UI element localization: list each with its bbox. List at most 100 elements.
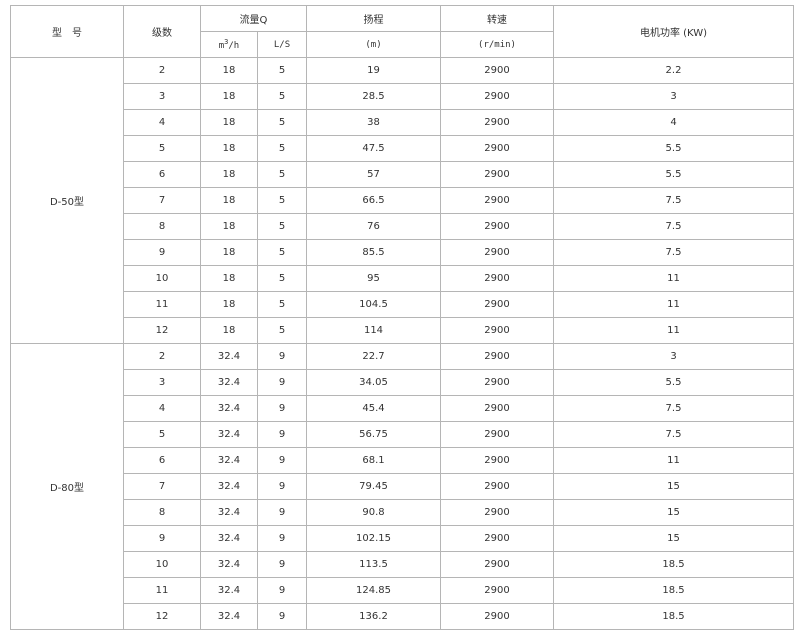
flow-ls-cell: 9 <box>257 551 307 578</box>
table-row: 3 18 5 28.5 2900 3 <box>11 83 794 110</box>
model-cell: D-50型 <box>10 57 124 344</box>
flow-m3h-cell: 32.4 <box>200 473 258 500</box>
table-row: D-80型 2 32.4 9 22.7 2900 3 <box>10 343 794 630</box>
stages-cell: 2 <box>123 57 201 84</box>
speed-cell: 2900 <box>440 447 554 474</box>
head-cell: 47.5 <box>306 135 441 162</box>
speed-cell: 2900 <box>440 603 554 630</box>
head-cell: 136.2 <box>306 603 441 630</box>
stages-cell: 10 <box>123 551 201 578</box>
flow-ls-cell: 5 <box>257 135 307 162</box>
head-cell: 102.15 <box>306 525 441 552</box>
stages-cell: 10 <box>123 265 201 292</box>
power-cell: 5.5 <box>553 161 794 188</box>
flow-m3h-cell: 18 <box>200 135 258 162</box>
table-body: D-50型 2 18 5 19 2900 2.2 3 18 5 28.5 2900 3 4 18 5 38 290… <box>10 57 794 630</box>
speed-cell: 2900 <box>440 473 554 500</box>
flow-ls-cell: 9 <box>257 421 307 448</box>
power-cell: 5.5 <box>553 369 794 396</box>
flow-m3h-cell: 18 <box>200 239 258 266</box>
flow-m3h-cell: 32.4 <box>200 603 258 630</box>
unit-exponent: 3 <box>224 38 229 46</box>
flow-ls-cell: 5 <box>257 291 307 318</box>
head-cell: 38 <box>306 109 441 136</box>
flow-ls-cell: 5 <box>257 187 307 214</box>
head-cell: 76 <box>306 213 441 240</box>
flow-m3h-cell: 32.4 <box>200 369 258 396</box>
table-row: 7 32.4 9 79.45 2900 15 <box>11 473 794 500</box>
stages-cell: 3 <box>123 83 201 110</box>
head-cell: 104.5 <box>306 291 441 318</box>
table-row: 5 18 5 47.5 2900 5.5 <box>11 135 794 162</box>
table-row: 9 18 5 85.5 2900 7.5 <box>11 239 794 266</box>
power-cell: 11 <box>553 447 794 474</box>
table-row: 10 32.4 9 113.5 2900 18.5 <box>11 551 794 578</box>
flow-m3h-cell: 18 <box>200 83 258 110</box>
stages-cell: 12 <box>123 603 201 630</box>
power-cell: 7.5 <box>553 395 794 422</box>
speed-cell: 2900 <box>440 57 554 84</box>
stages-cell: 9 <box>123 239 201 266</box>
speed-cell: 2900 <box>440 265 554 292</box>
power-cell: 3 <box>553 343 794 370</box>
power-cell: 18.5 <box>553 577 794 604</box>
flow-m3h-cell: 32.4 <box>200 395 258 422</box>
table-row: 7 18 5 66.5 2900 7.5 <box>11 187 794 214</box>
speed-cell: 2900 <box>440 317 554 344</box>
power-cell: 11 <box>553 291 794 318</box>
flow-ls-cell: 9 <box>257 603 307 630</box>
power-cell: 7.5 <box>553 187 794 214</box>
head-cell: 66.5 <box>306 187 441 214</box>
table-row: 3 32.4 9 34.05 2900 5.5 <box>11 369 794 396</box>
stages-cell: 6 <box>123 447 201 474</box>
head-cell: 85.5 <box>306 239 441 266</box>
flow-ls-cell: 5 <box>257 109 307 136</box>
stages-cell: 8 <box>123 499 201 526</box>
head-cell: 19 <box>306 57 441 84</box>
table-row: 8 18 5 76 2900 7.5 <box>11 213 794 240</box>
flow-m3h-cell: 32.4 <box>200 499 258 526</box>
flow-m3h-cell: 18 <box>200 109 258 136</box>
speed-cell: 2900 <box>440 395 554 422</box>
flow-ls-cell: 5 <box>257 239 307 266</box>
table-row: 6 18 5 57 2900 5.5 <box>11 161 794 188</box>
head-cell: 124.85 <box>306 577 441 604</box>
flow-ls-cell: 9 <box>257 447 307 474</box>
flow-ls-cell: 5 <box>257 83 307 110</box>
speed-cell: 2900 <box>440 161 554 188</box>
table-row: D-50型 2 18 5 19 2900 2.2 <box>10 57 794 344</box>
pump-spec-table: 型 号 级数 流量Q 扬程 转速 电机功率 (KW) m3/h L/S (m) … <box>10 5 794 630</box>
flow-m3h-cell: 32.4 <box>200 447 258 474</box>
head-cell: 56.75 <box>306 421 441 448</box>
head-cell: 90.8 <box>306 499 441 526</box>
header-flow-m3h: m3/h <box>200 31 258 58</box>
power-cell: 11 <box>553 317 794 344</box>
head-cell: 22.7 <box>306 343 441 370</box>
flow-m3h-cell: 18 <box>200 291 258 318</box>
flow-m3h-cell: 32.4 <box>200 525 258 552</box>
table-row: 6 32.4 9 68.1 2900 11 <box>11 447 794 474</box>
speed-cell: 2900 <box>440 499 554 526</box>
speed-cell: 2900 <box>440 109 554 136</box>
flow-m3h-cell: 32.4 <box>200 421 258 448</box>
header-flow: 流量Q <box>200 5 307 32</box>
power-cell: 18.5 <box>553 551 794 578</box>
flow-m3h-cell: 32.4 <box>200 577 258 604</box>
header-model: 型 号 <box>10 5 124 58</box>
flow-m3h-cell: 18 <box>200 317 258 344</box>
flow-ls-cell: 9 <box>257 369 307 396</box>
flow-ls-cell: 9 <box>257 473 307 500</box>
power-cell: 2.2 <box>553 57 794 84</box>
power-cell: 4 <box>553 109 794 136</box>
head-cell: 113.5 <box>306 551 441 578</box>
table-row: 11 32.4 9 124.85 2900 18.5 <box>11 577 794 604</box>
power-cell: 7.5 <box>553 213 794 240</box>
flow-ls-cell: 9 <box>257 525 307 552</box>
stages-cell: 6 <box>123 161 201 188</box>
table-header: 型 号 级数 流量Q 扬程 转速 电机功率 (KW) m3/h L/S (m) … <box>10 5 794 58</box>
model-cell: D-80型 <box>10 343 124 630</box>
flow-m3h-cell: 18 <box>200 187 258 214</box>
speed-cell: 2900 <box>440 213 554 240</box>
head-cell: 79.45 <box>306 473 441 500</box>
power-cell: 11 <box>553 265 794 292</box>
